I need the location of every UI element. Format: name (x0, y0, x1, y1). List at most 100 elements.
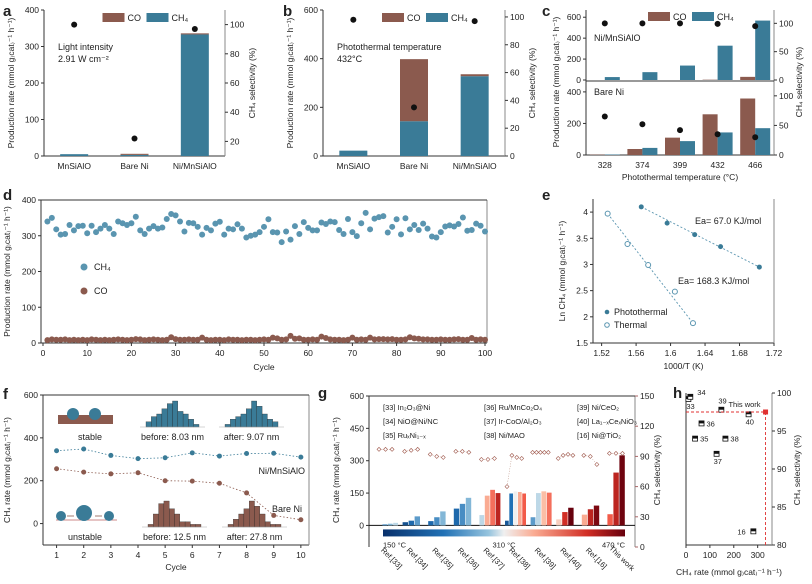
data-point-co (128, 336, 135, 343)
bar-ch4-rate (530, 517, 536, 526)
legend-swatch-co (648, 12, 670, 21)
data-point-co (159, 337, 166, 344)
x-tick-label: Ref.[38] (507, 546, 532, 571)
y-tick-label: 0 (31, 338, 36, 348)
x-tick-label: 8 (244, 550, 249, 560)
x-tick-label: 1.52 (593, 348, 610, 358)
selectivity-point (471, 18, 478, 25)
data-point-co (221, 337, 228, 344)
x-tick-label: 200 (727, 550, 741, 560)
bar-co (740, 98, 756, 155)
x-axis-title: CH₄ rate (mmol g₎cat₎⁻¹ h⁻¹) (676, 567, 782, 577)
selectivity-marker (519, 455, 525, 461)
selectivity-point (714, 20, 721, 27)
bar-ch4 (717, 45, 733, 80)
y-tick-label: 85 (777, 502, 787, 512)
data-point-ch4 (70, 227, 77, 234)
y-tick-label: 400 (567, 33, 581, 43)
x-tick-label: 1.6 (665, 348, 677, 358)
bar-ch4 (642, 72, 658, 80)
legend-marker-photothermal (604, 309, 610, 315)
data-point-co (433, 336, 440, 343)
selectivity-marker (545, 449, 551, 455)
data-point-ch4 (181, 228, 188, 235)
data-point-co (473, 336, 480, 343)
data-point-co (57, 336, 64, 343)
data-point-co (305, 336, 312, 343)
legend-entry: [16] Ni@TiO₂ (577, 431, 621, 440)
data-point (108, 452, 114, 458)
data-point-thermal (624, 241, 631, 248)
selectivity-marker (434, 453, 440, 459)
legend-label-ch4: CH₄ (451, 13, 468, 23)
y-axis-title: Production rate (mmol g₎cat₎⁻¹ h⁻¹) (2, 206, 12, 337)
legend-label-co: CO (673, 12, 687, 22)
histogram-bar (158, 503, 165, 528)
panel-label-g: g (318, 385, 327, 402)
panel-e-frame (592, 199, 775, 344)
data-point (216, 453, 222, 459)
bar-ch4-rate (513, 491, 518, 526)
data-point-ch4 (238, 225, 245, 232)
data-point-ch4 (287, 236, 294, 243)
series-line (56, 468, 301, 521)
y2-axis-title: CH₄ selectivity (%) (652, 435, 662, 506)
data-point-co (212, 336, 219, 343)
x-tick-label: Ref.[40] (558, 546, 583, 571)
selectivity-marker (402, 448, 408, 454)
x-tick-label: 40 (215, 348, 225, 358)
y-tick-label: 200 (567, 54, 581, 64)
data-point-ch4 (62, 230, 69, 237)
x-tick-label: Ref.[35] (430, 546, 455, 571)
data-point-ch4 (230, 226, 237, 233)
data-point-ch4 (300, 219, 307, 226)
data-point-co (216, 336, 223, 343)
legend-label-co: CO (128, 13, 142, 23)
y-tick-label: 300 (350, 456, 364, 466)
data-point-ch4 (296, 230, 303, 237)
data-point-co (177, 336, 184, 343)
y-tick-label: 2 (583, 312, 588, 322)
x-tick-label: 10 (82, 348, 92, 358)
data-point-ch4 (437, 229, 444, 236)
x-tick-label: 3 (108, 550, 113, 560)
y-axis-title: CH₄ rate (mmol g₎cat₎⁻¹ h⁻¹) (331, 417, 341, 523)
data-point-co (451, 336, 458, 343)
panel-label-b: b (283, 3, 292, 20)
selectivity-marker (459, 448, 465, 454)
x-tick-label: Ni/MnSiAlO (173, 161, 217, 171)
annotation-line-2: 432°C (337, 54, 363, 64)
selectivity-marker (376, 446, 382, 452)
y-tick-label: 100 (779, 18, 793, 28)
point-label: 38 (730, 435, 738, 444)
data-point-ch4 (362, 209, 369, 216)
histogram-bar (238, 513, 245, 528)
data-point-co (278, 336, 285, 343)
data-point-co (314, 336, 321, 343)
bar-ch4 (755, 20, 771, 80)
annotation-photothermal: Ea= 67.0 KJ/mol (695, 216, 761, 226)
data-point (244, 490, 250, 496)
histogram-bar (190, 524, 196, 528)
data-point-ch4 (97, 225, 104, 232)
data-point-co (243, 336, 250, 343)
bar-ch4-rate (556, 519, 562, 526)
y2-tick-label: 60 (640, 482, 650, 492)
data-point-co (163, 336, 170, 343)
selectivity-marker (492, 455, 497, 461)
data-point-co (389, 336, 396, 343)
data-point-co (225, 336, 232, 343)
y-tick-label: 4 (583, 207, 588, 217)
histogram-bar (235, 416, 242, 428)
data-point-co (287, 332, 294, 339)
y-tick-label: 3 (583, 259, 588, 269)
data-point-co (123, 337, 130, 344)
histogram-bar (270, 524, 276, 528)
data-point-co (185, 336, 192, 343)
bar-ch4-rate (428, 521, 434, 526)
panel-f-frame (42, 394, 310, 546)
panel-g-frame (368, 395, 636, 547)
data-point (298, 454, 304, 460)
colorbar-label-min: 150 °C (383, 540, 407, 549)
data-point-ch4 (207, 227, 214, 234)
